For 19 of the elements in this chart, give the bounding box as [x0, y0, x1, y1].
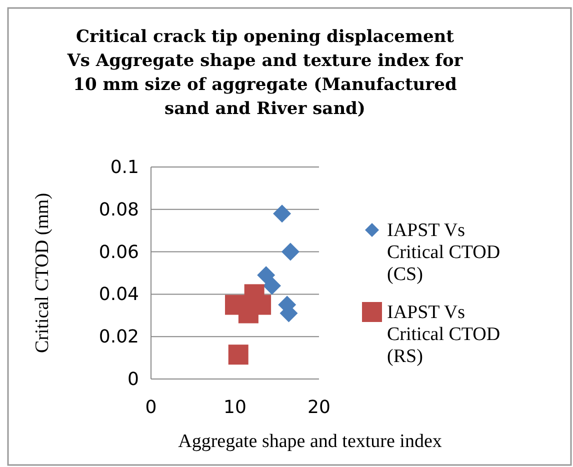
y-tick-label: 0 [128, 369, 139, 390]
y-tick-label: 0.08 [98, 199, 139, 220]
point [273, 204, 292, 223]
point [257, 266, 276, 284]
y-tick-label: 0.06 [98, 242, 139, 263]
legend-label: IAPST Vs Critical CTOD (RS) [387, 302, 500, 367]
x-axis-title: Aggregate shape and texture index [178, 431, 442, 452]
x-tick-label: 20 [308, 397, 330, 418]
point [228, 344, 248, 365]
chart-title: Critical crack tip opening displacement Vs Aggregate shape and texture index for 10 mm size of aggregate (Manufactured sand and River sand) [66, 27, 464, 119]
y-axis-title: Critical CTOD (mm) [32, 192, 53, 354]
point [281, 242, 300, 261]
x-tick-label: 0 [145, 397, 157, 418]
y-tick-label: 0.02 [98, 326, 139, 348]
legend-label: IAPST Vs Critical CTOD (CS) [387, 220, 500, 285]
x-tick-label: 10 [224, 397, 246, 418]
y-tick-label: 0.1 [110, 157, 139, 178]
y-tick-label: 0.04 [98, 284, 139, 306]
point [262, 276, 281, 295]
